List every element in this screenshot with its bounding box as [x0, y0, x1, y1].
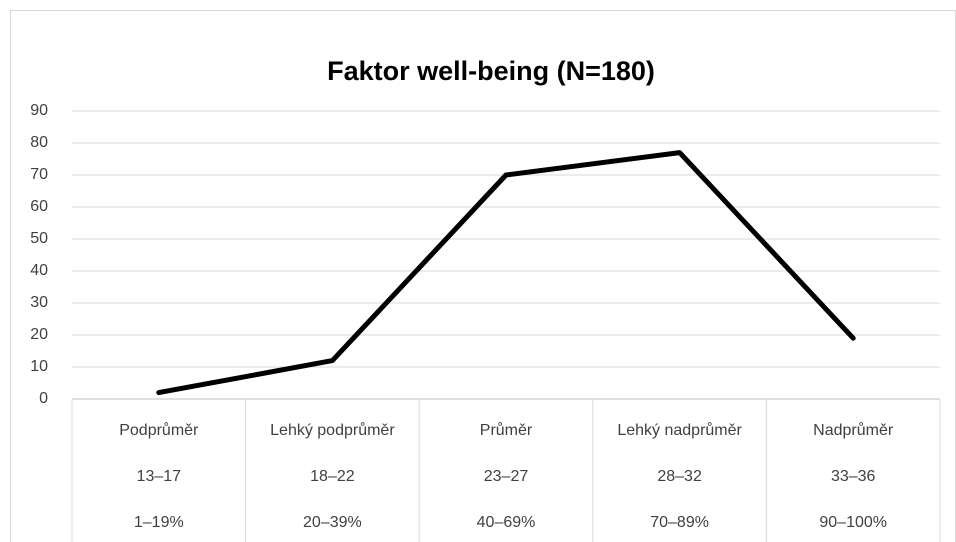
x-tick-label: 1–19% — [134, 514, 184, 531]
y-tick-label: 50 — [30, 230, 48, 247]
x-tick-label: Podprůměr — [119, 421, 199, 439]
y-tick-label: 10 — [30, 358, 48, 375]
x-tick-label: 33–36 — [831, 468, 876, 485]
x-tick-label: Lehký podprůměr — [270, 421, 395, 439]
y-tick-label: 30 — [30, 294, 48, 311]
x-tick-label: 18–22 — [310, 468, 355, 485]
x-tick-label: 20–39% — [303, 514, 362, 531]
y-tick-label: 80 — [30, 134, 48, 151]
x-tick-label: Lehký nadprůměr — [617, 421, 742, 439]
x-tick-label: Nadprůměr — [813, 421, 894, 439]
x-tick-label: 90–100% — [819, 514, 887, 531]
x-tick-label: 40–69% — [477, 514, 536, 531]
y-tick-label: 40 — [30, 262, 48, 279]
chart-border — [10, 10, 956, 542]
x-tick-label: 23–27 — [484, 468, 529, 485]
x-tick-label: 70–89% — [650, 514, 709, 531]
x-tick-label: 28–32 — [657, 468, 702, 485]
y-tick-label: 60 — [30, 198, 48, 215]
x-tick-label: 13–17 — [137, 468, 182, 485]
y-tick-label: 70 — [30, 166, 48, 183]
chart-title: Faktor well-being (N=180) — [327, 56, 655, 86]
x-tick-label: Průměr — [480, 421, 533, 439]
y-tick-label: 0 — [39, 390, 48, 407]
y-tick-label: 90 — [30, 102, 48, 119]
line-series — [156, 150, 856, 396]
y-tick-label: 20 — [30, 326, 48, 343]
